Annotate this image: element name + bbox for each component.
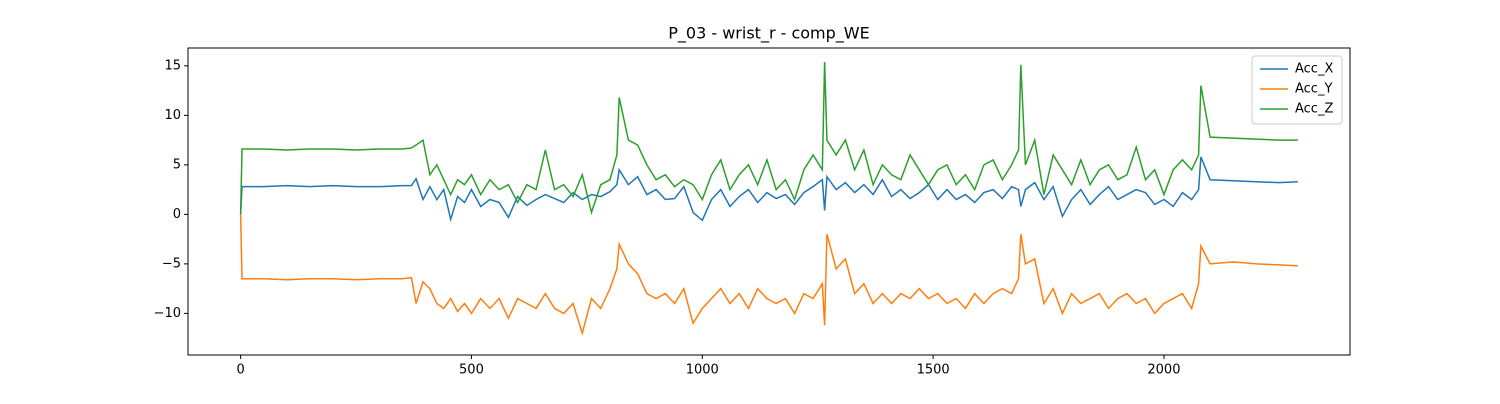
x-tick-label: 2000: [1147, 363, 1180, 378]
series-line: [239, 214, 1298, 336]
series-line: [239, 61, 1298, 216]
x-tick-label: 1500: [917, 363, 950, 378]
x-tick-label: 500: [459, 363, 484, 378]
x-tick-label: 0: [236, 363, 244, 378]
y-tick-label: −10: [154, 306, 181, 321]
chart-title: P_03 - wrist_r - comp_WE: [668, 24, 869, 44]
series-line: [239, 156, 1298, 223]
x-tick-label: 1000: [686, 363, 719, 378]
legend-label: Acc_X: [1295, 62, 1333, 77]
y-tick-label: 10: [164, 108, 181, 123]
plot-frame: [187, 47, 1351, 356]
legend-label: Acc_Y: [1295, 82, 1332, 97]
y-tick-label: 5: [173, 157, 181, 172]
y-tick-label: 0: [173, 207, 181, 222]
y-tick-label: −5: [162, 256, 181, 271]
legend-box: [1251, 55, 1343, 125]
y-tick-label: 15: [164, 58, 181, 73]
legend-label: Acc_Z: [1295, 102, 1333, 117]
